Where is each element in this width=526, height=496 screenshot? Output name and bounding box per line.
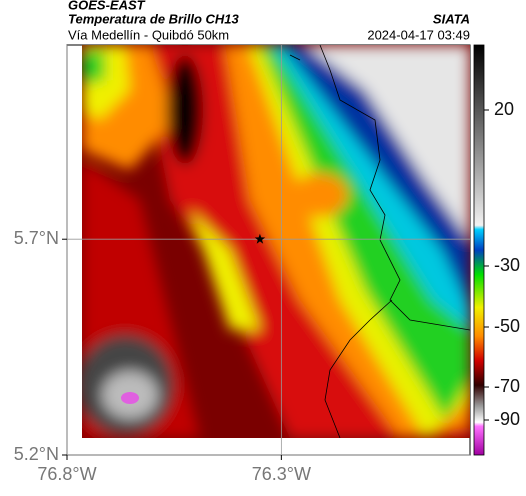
timestamp: 2024-04-17 03:49 bbox=[367, 27, 470, 42]
y-tick-label: 5.7°N bbox=[14, 228, 59, 248]
colorbar bbox=[473, 44, 485, 456]
station-marker bbox=[254, 233, 266, 244]
x-tick-label: 76.3°W bbox=[252, 464, 311, 484]
subtitle: Temperatura de Brillo CH13 bbox=[68, 11, 240, 26]
colorbar-label: 20 bbox=[494, 99, 514, 119]
colorbar-label: -30 bbox=[494, 255, 520, 275]
title: GOES-EAST bbox=[68, 0, 146, 12]
colorbar-label: -90 bbox=[494, 409, 520, 429]
y-tick-label: 5.2°N bbox=[14, 444, 59, 464]
satellite-image bbox=[82, 45, 470, 438]
colorbar-label: -70 bbox=[494, 376, 520, 396]
x-tick-label: 76.8°W bbox=[37, 464, 96, 484]
colorbar-label: -50 bbox=[494, 316, 520, 336]
source: SIATA bbox=[433, 11, 470, 26]
route: Vía Medellín - Quibdó 50km bbox=[68, 27, 229, 42]
